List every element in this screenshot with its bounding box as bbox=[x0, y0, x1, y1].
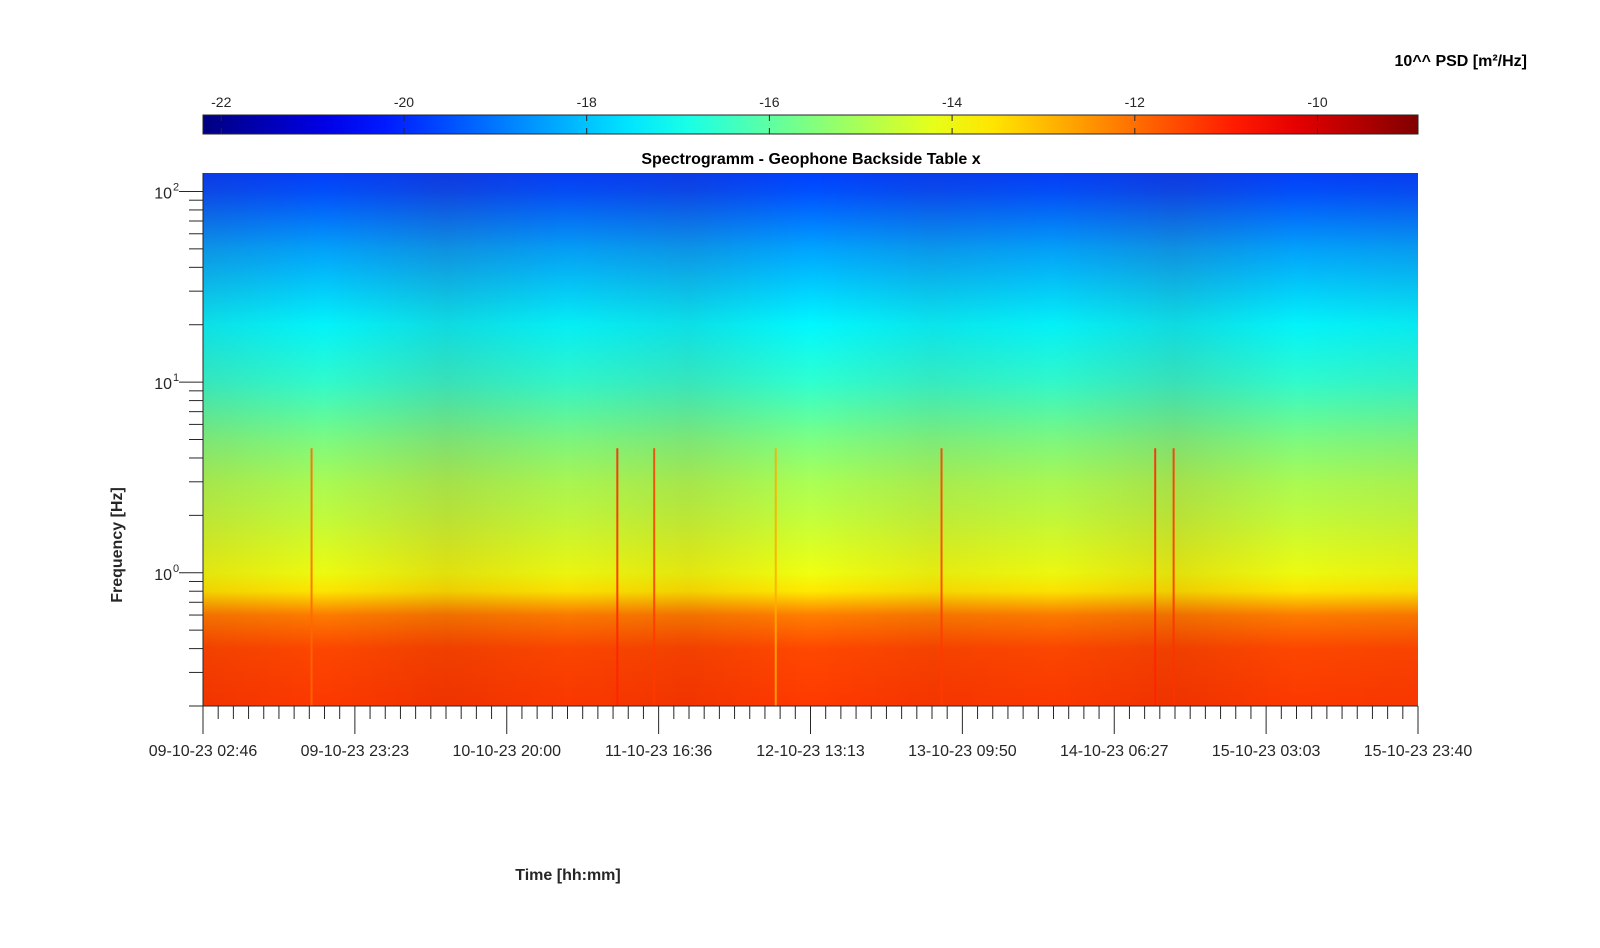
x-tick-label: 15-10-23 23:40 bbox=[1364, 743, 1473, 760]
colorbar-tick-label: -10 bbox=[1307, 94, 1327, 110]
y-axis-label: Frequency [Hz] bbox=[109, 487, 126, 603]
y-tick-label: 10 bbox=[154, 185, 172, 202]
y-tick-exponent: 2 bbox=[173, 181, 179, 193]
colorbar-ticks: -22 -20 -18 -16 -14 -12 -10 bbox=[211, 94, 1328, 134]
x-tick-label: 11-10-23 16:36 bbox=[605, 743, 712, 760]
colorbar-label: 10^^ PSD [m²/Hz] bbox=[1395, 53, 1527, 70]
colorbar-tick-label: -16 bbox=[759, 94, 779, 110]
colorbar: 10^^ PSD [m²/Hz] -22 -20 -18 -16 -14 -12 -10 bbox=[202, 53, 1527, 135]
event-streaks bbox=[310, 448, 1175, 706]
spectrogram-heatmap bbox=[203, 173, 1418, 706]
colorbar-tick-label: -12 bbox=[1125, 94, 1145, 110]
x-tick-label: 13-10-23 09:50 bbox=[908, 743, 1017, 760]
y-tick-exponent: 0 bbox=[173, 563, 179, 575]
x-axis: 09-10-23 02:46 09-10-23 23:23 10-10-23 20:… bbox=[149, 705, 1473, 760]
x-tick-label: 09-10-23 23:23 bbox=[301, 743, 410, 760]
chart-title: Spectrogramm - Geophone Backside Table x bbox=[641, 151, 980, 168]
y-tick-exponent: 1 bbox=[173, 372, 179, 384]
colorbar-tick-label: -22 bbox=[211, 94, 231, 110]
colorbar-tick-label: -18 bbox=[577, 94, 597, 110]
x-tick-label: 15-10-23 03:03 bbox=[1212, 743, 1321, 760]
y-tick-label: 10 bbox=[154, 567, 172, 584]
x-tick-label: 12-10-23 13:13 bbox=[756, 743, 865, 760]
colorbar-tick-label: -14 bbox=[942, 94, 962, 110]
colorbar-tick-label: -20 bbox=[394, 94, 414, 110]
x-axis-label: Time [hh:mm] bbox=[515, 867, 620, 884]
time-variation-overlay bbox=[203, 173, 1418, 706]
x-tick-label: 10-10-23 20:00 bbox=[452, 743, 561, 760]
x-tick-label: 09-10-23 02:46 bbox=[149, 743, 258, 760]
x-tick-label: 14-10-23 06:27 bbox=[1060, 743, 1169, 760]
colorbar-gradient bbox=[202, 114, 1419, 135]
y-tick-label: 10 bbox=[154, 376, 172, 393]
